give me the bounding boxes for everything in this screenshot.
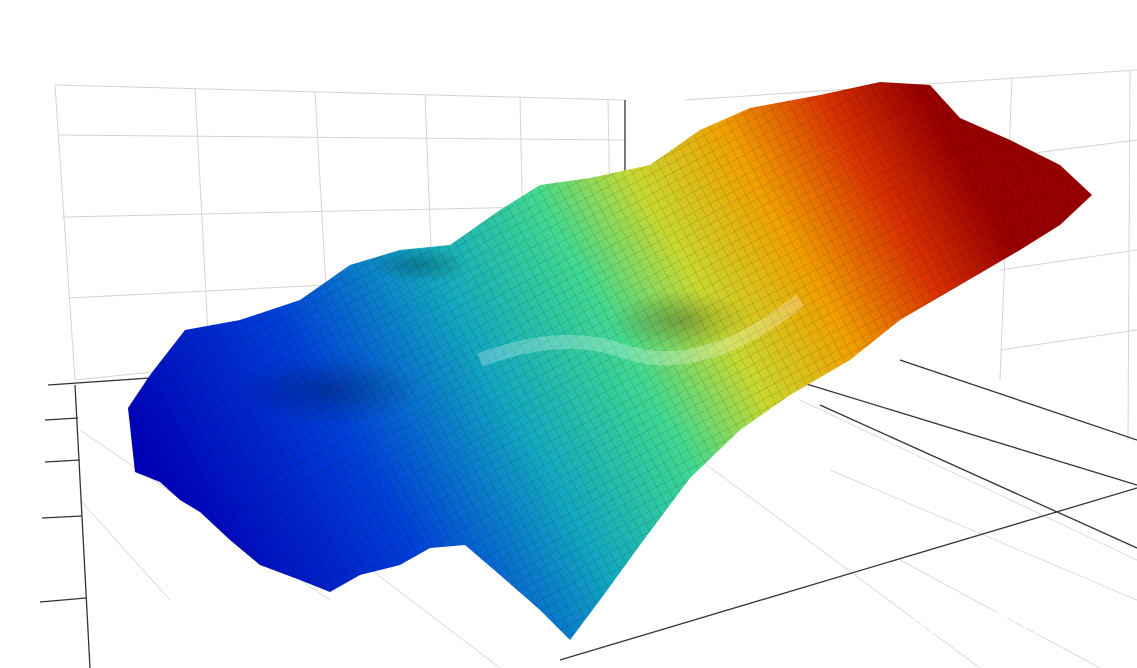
surface-shade — [610, 290, 750, 350]
surface-highlight — [477, 294, 805, 367]
surface — [128, 82, 1092, 640]
surface-shade — [240, 355, 420, 425]
surface-shade — [370, 247, 470, 283]
watermark: 知乎 @AtomDream — [808, 607, 1088, 642]
surface-mesh — [128, 82, 1092, 640]
